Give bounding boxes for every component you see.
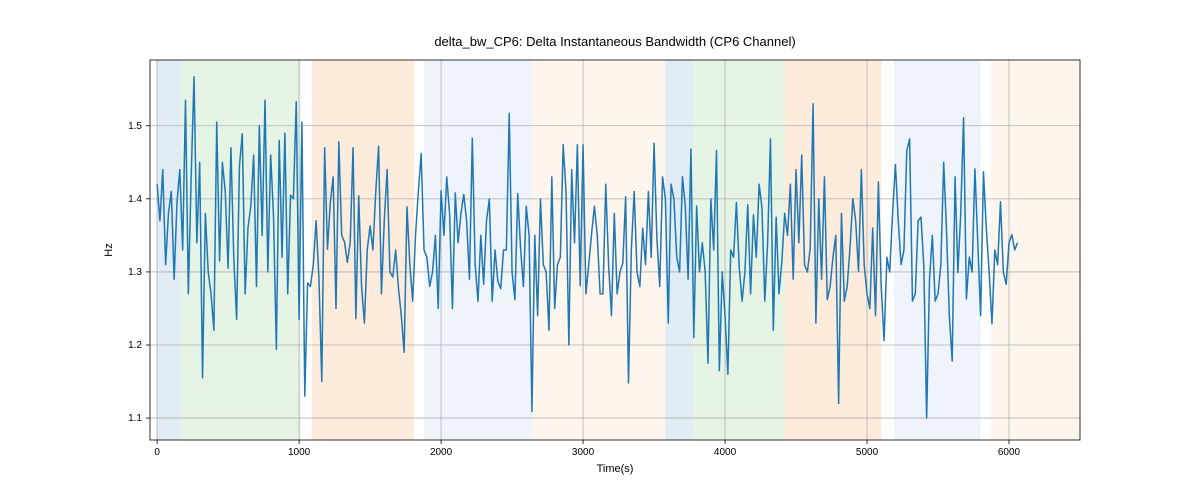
x-tick-label: 5000 (856, 447, 879, 458)
y-tick-label: 1.2 (128, 340, 142, 351)
line-chart: 0 1000 2000 3000 4000 5000 6000 1.1 1.2 1.3 1.4 1.5… (0, 0, 1200, 500)
x-axis-label: Time(s) (597, 463, 634, 475)
x-tick-label: 1000 (288, 447, 311, 458)
band (894, 60, 981, 440)
x-tick-label: 3000 (572, 447, 595, 458)
y-tick-label: 1.4 (128, 194, 142, 205)
band (157, 60, 181, 440)
band (312, 60, 414, 440)
chart-title: delta_bw_CP6: Delta Instantaneous Bandwi… (434, 34, 795, 49)
x-tick-label: 2000 (430, 447, 453, 458)
x-tick-label: 6000 (998, 447, 1021, 458)
band (991, 60, 1080, 440)
x-tick-label: 0 (154, 447, 160, 458)
y-tick-label: 1.3 (128, 267, 142, 278)
chart-container: 0 1000 2000 3000 4000 5000 6000 1.1 1.2 1.3 1.4 1.5… (0, 0, 1200, 500)
band (532, 60, 572, 440)
y-axis-label: Hz (103, 243, 115, 256)
x-tick-label: 4000 (714, 447, 737, 458)
y-tick-label: 1.5 (128, 121, 142, 132)
y-tick-label: 1.1 (128, 413, 142, 424)
